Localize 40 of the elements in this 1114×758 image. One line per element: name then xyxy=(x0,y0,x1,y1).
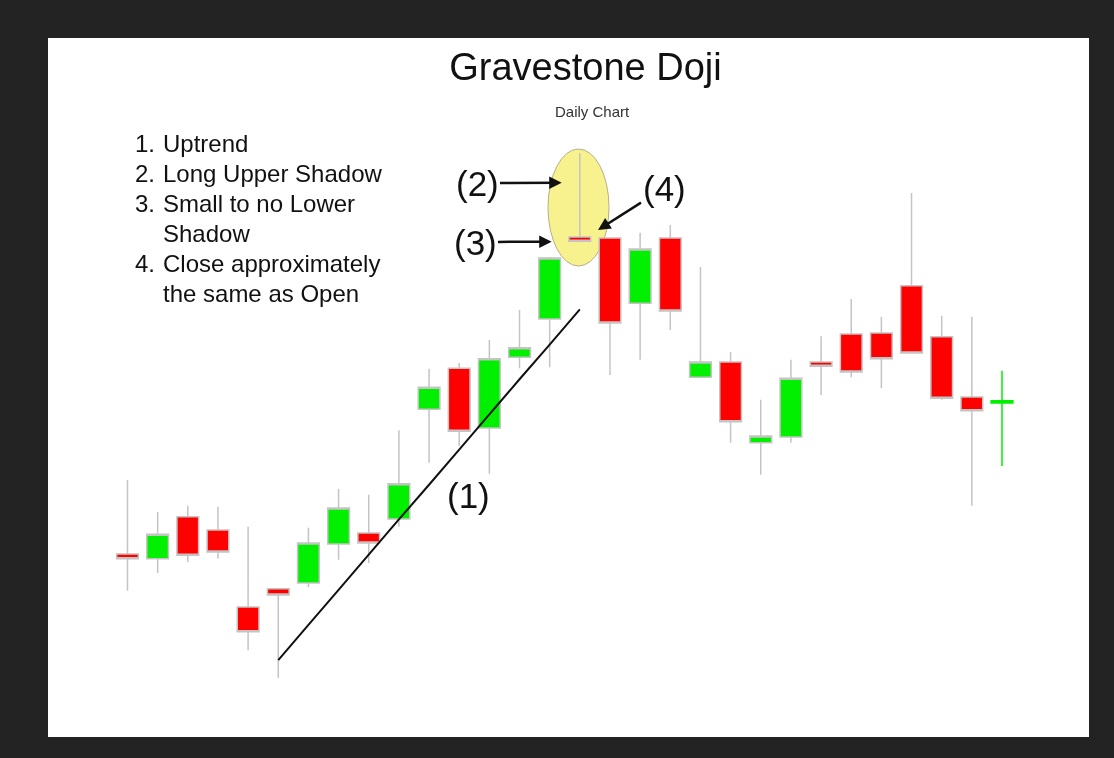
candlestick xyxy=(869,316,893,389)
annotation: 3. Small to no Lower Shadow xyxy=(135,190,356,247)
candlestick xyxy=(658,224,682,331)
candlestick xyxy=(628,232,652,361)
annotation: (4) xyxy=(643,169,686,208)
candlestick xyxy=(930,314,954,401)
candlestick xyxy=(568,152,592,243)
candlestick xyxy=(146,511,170,574)
candlestick xyxy=(507,309,532,369)
annotation: 4. Close approximately the same as Open xyxy=(135,250,381,307)
candlestick xyxy=(809,335,833,396)
candlestick xyxy=(779,359,803,444)
candlestick xyxy=(990,370,1014,467)
candlestick xyxy=(899,192,924,354)
candlestick xyxy=(115,479,140,592)
candlestick xyxy=(839,298,863,378)
candlestick xyxy=(417,368,441,464)
chart-title: Gravestone Doji xyxy=(449,46,722,89)
candlestick xyxy=(236,526,260,651)
candlestick xyxy=(538,256,562,368)
candlestick xyxy=(447,362,471,447)
annotation: (3) xyxy=(454,223,497,262)
candlestick xyxy=(960,316,984,507)
annotation: 2. Long Upper Shadow xyxy=(135,160,383,187)
annotation: 1. Uptrend xyxy=(135,130,249,157)
candlestick xyxy=(598,237,622,376)
candlestick xyxy=(719,351,743,444)
annotation: (2) xyxy=(456,164,499,203)
candlestick xyxy=(296,527,321,588)
candlestick xyxy=(477,339,501,475)
candlestick xyxy=(749,398,773,476)
candlestick xyxy=(326,488,351,561)
candlestick xyxy=(357,494,381,564)
candlestick xyxy=(206,506,230,560)
chart-subtitle: Daily Chart xyxy=(555,103,631,120)
annotation: (1) xyxy=(447,476,490,515)
candlestick xyxy=(176,505,200,563)
candlestick xyxy=(688,266,713,378)
candlestick xyxy=(387,429,411,528)
candlestick xyxy=(266,587,290,679)
